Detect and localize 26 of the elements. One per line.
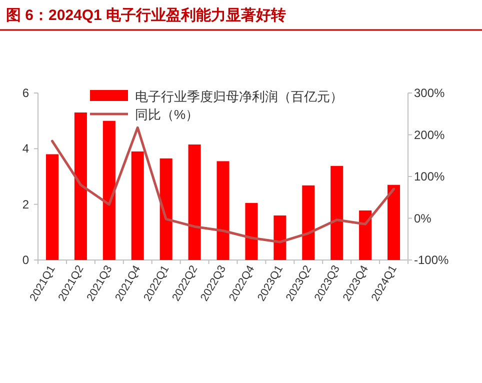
chart-title: 图 6：2024Q1 电子行业盈利能力显著好转: [6, 7, 286, 24]
y-tick-label: 2: [22, 197, 30, 212]
y2-tick-label: 0%: [414, 211, 432, 226]
bar: [46, 154, 58, 260]
bar: [160, 158, 172, 260]
y-tick-label: 0: [22, 253, 30, 267]
bar: [359, 210, 372, 260]
bar: [131, 151, 144, 260]
bar: [216, 161, 230, 260]
y2-tick-label: 200%: [414, 128, 446, 142]
bar: [330, 166, 344, 260]
y2-tick-label: 100%: [414, 170, 446, 184]
y-tick-label: 6: [22, 86, 30, 100]
y2-tick-label: -100%: [414, 253, 450, 267]
bar: [274, 215, 286, 260]
legend-label: 同比（%）: [135, 107, 199, 122]
legend-label: 电子行业季度归母净利润（百亿元）: [135, 89, 343, 104]
bar: [188, 144, 201, 260]
bar: [245, 202, 258, 260]
line-series: [50, 126, 396, 244]
bar: [302, 185, 315, 260]
bar: [102, 120, 116, 260]
bar: [388, 184, 400, 260]
y2-tick-label: 300%: [414, 86, 446, 100]
y-tick-label: 4: [22, 142, 30, 156]
bar: [74, 112, 87, 260]
